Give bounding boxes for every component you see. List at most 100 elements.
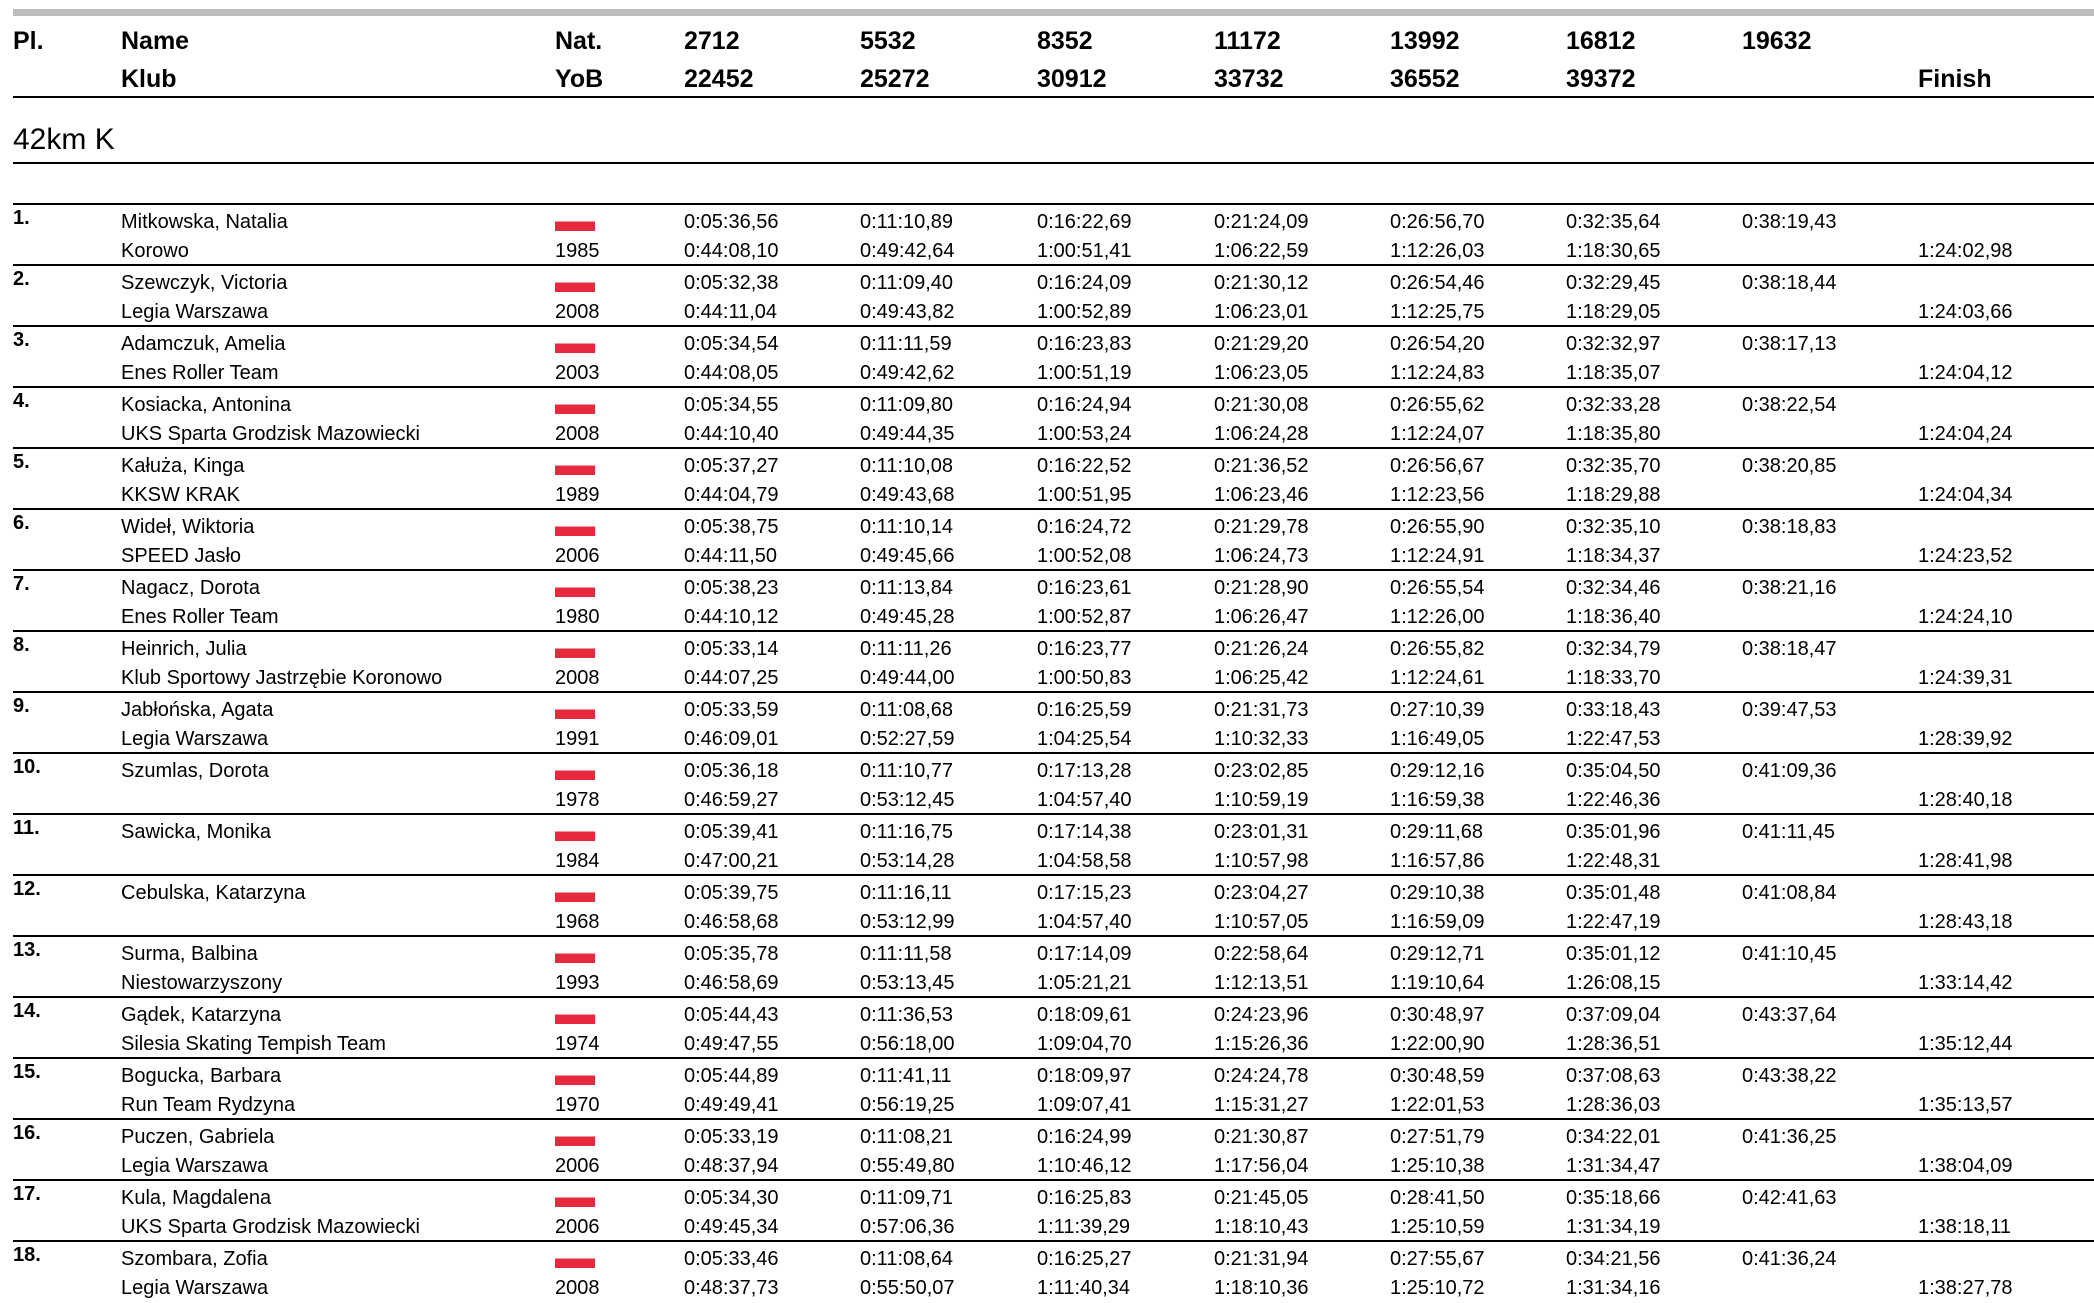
split-time: 1:25:10,59 [1390,1216,1485,1238]
split-time: 0:17:15,23 [1037,882,1132,904]
header-rule [13,96,2094,98]
split-time: 1:10:59,19 [1214,789,1309,811]
split-time: 0:55:49,80 [860,1155,955,1177]
split-time: 0:32:34,79 [1566,638,1661,660]
split-time: 1:12:24,61 [1390,667,1485,689]
row-rule [13,935,2094,937]
nation-flag [555,1195,595,1207]
split-time: 0:27:51,79 [1390,1126,1485,1148]
split-time: 0:16:22,69 [1037,211,1132,233]
athlete-name: Jabłońska, Agata [121,699,274,721]
finish-time: 1:28:43,18 [1918,911,2013,933]
place: 18. [13,1244,41,1266]
split-time: 0:26:55,82 [1390,638,1485,660]
nation-flag [555,890,595,902]
header-split: 16812 [1566,27,1636,55]
split-time: 0:11:11,59 [860,333,952,355]
club: Korowo [121,240,189,262]
split-time: 0:38:18,83 [1742,516,1837,538]
split-time: 1:19:10,64 [1390,972,1485,994]
club: UKS Sparta Grodzisk Mazowiecki [121,423,420,445]
split-time: 0:32:35,70 [1566,455,1661,477]
split-time: 1:16:59,38 [1390,789,1485,811]
finish-time: 1:24:03,66 [1918,301,2013,323]
split-time: 0:18:09,61 [1037,1004,1132,1026]
split-time: 0:21:28,90 [1214,577,1309,599]
split-time: 0:49:45,66 [860,545,955,567]
split-time: 0:26:54,20 [1390,333,1485,355]
split-time: 0:49:47,55 [684,1033,779,1055]
nation-flag [555,1012,595,1024]
split-time: 0:37:09,04 [1566,1004,1661,1026]
split-time: 1:15:31,27 [1214,1094,1309,1116]
header-split: 2712 [684,27,740,55]
split-time: 1:04:57,40 [1037,911,1132,933]
split-time: 1:12:24,83 [1390,362,1485,384]
year-of-birth: 1984 [555,850,600,872]
split-time: 1:16:57,86 [1390,850,1485,872]
split-time: 1:06:24,73 [1214,545,1309,567]
split-time: 0:26:55,54 [1390,577,1485,599]
split-time: 1:18:30,65 [1566,240,1661,262]
split-time: 0:41:08,84 [1742,882,1837,904]
place: 6. [13,512,30,534]
row-rule [13,813,2094,815]
split-time: 0:44:08,05 [684,362,779,384]
split-time: 0:05:33,59 [684,699,779,721]
row-rule [13,569,2094,571]
finish-time: 1:33:14,42 [1918,972,2013,994]
place: 1. [13,207,30,229]
split-time: 0:05:44,89 [684,1065,779,1087]
split-time: 0:17:13,28 [1037,760,1132,782]
place: 4. [13,390,30,412]
finish-time: 1:28:40,18 [1918,789,2013,811]
header-split: 13992 [1390,27,1460,55]
split-time: 1:00:51,41 [1037,240,1132,262]
split-time: 0:05:33,46 [684,1248,779,1270]
split-time: 1:16:59,09 [1390,911,1485,933]
split-time: 0:52:27,59 [860,728,955,750]
split-time: 0:38:18,44 [1742,272,1837,294]
place: 12. [13,878,41,900]
finish-time: 1:24:02,98 [1918,240,2013,262]
split-time: 0:17:14,38 [1037,821,1132,843]
split-time: 0:46:59,27 [684,789,779,811]
finish-time: 1:24:23,52 [1918,545,2013,567]
club: Legia Warszawa [121,728,269,750]
split-time: 0:32:34,46 [1566,577,1661,599]
split-time: 0:35:18,66 [1566,1187,1661,1209]
finish-time: 1:38:18,11 [1918,1216,2012,1238]
finish-time: 1:38:04,09 [1918,1155,2013,1177]
split-time: 0:23:01,31 [1214,821,1309,843]
split-time: 0:26:55,62 [1390,394,1485,416]
split-time: 1:12:13,51 [1214,972,1309,994]
year-of-birth: 2006 [555,1216,600,1238]
split-time: 0:43:38,22 [1742,1065,1837,1087]
row-rule [13,447,2094,449]
club: Klub Sportowy Jastrzębie Koronowo [121,667,443,689]
split-time: 0:55:50,07 [860,1277,955,1299]
split-time: 0:11:10,89 [860,211,954,233]
split-time: 1:06:22,59 [1214,240,1309,262]
split-time: 1:16:49,05 [1390,728,1485,750]
split-time: 0:05:39,41 [684,821,779,843]
split-time: 0:53:14,28 [860,850,955,872]
split-time: 0:26:56,70 [1390,211,1485,233]
athlete-name: Sawicka, Monika [121,821,272,843]
club: Run Team Rydzyna [121,1094,296,1116]
split-time: 0:39:47,53 [1742,699,1837,721]
header-split: 36552 [1390,65,1460,93]
split-time: 0:16:25,59 [1037,699,1132,721]
split-time: 0:11:13,84 [860,577,954,599]
split-time: 0:41:10,45 [1742,943,1837,965]
split-time: 1:22:46,36 [1566,789,1661,811]
athlete-name: Mitkowska, Natalia [121,211,288,233]
split-time: 1:22:00,90 [1390,1033,1485,1055]
split-time: 0:21:26,24 [1214,638,1309,660]
nation-flag [555,524,595,536]
split-time: 0:29:12,16 [1390,760,1485,782]
split-time: 0:41:09,36 [1742,760,1837,782]
header-yob: YoB [555,65,604,93]
split-time: 1:22:47,19 [1566,911,1661,933]
split-time: 0:27:10,39 [1390,699,1485,721]
